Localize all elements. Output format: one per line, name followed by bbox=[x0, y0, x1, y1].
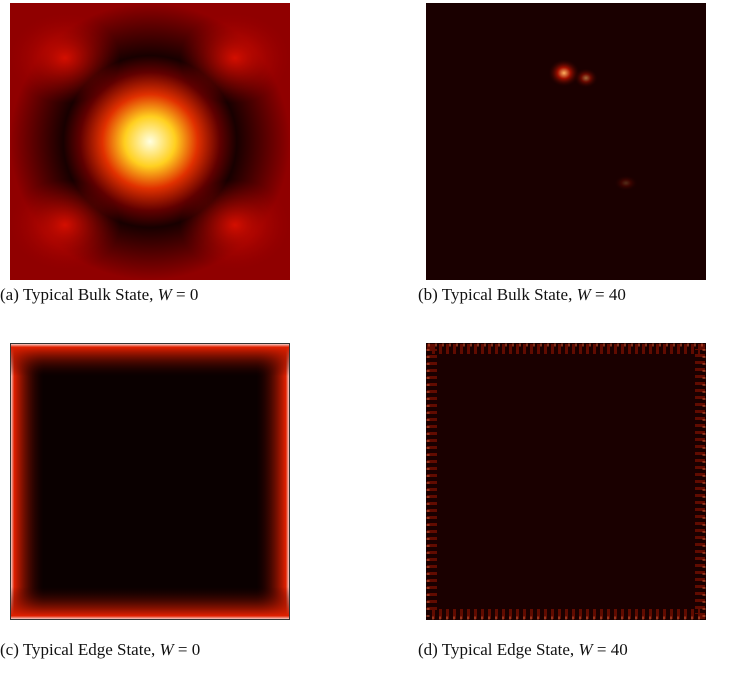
caption-label: (b) bbox=[418, 285, 438, 304]
caption-label: (a) bbox=[0, 285, 19, 304]
caption-text: Typical Bulk State, bbox=[442, 285, 573, 304]
caption: (c) Typical Edge State, W = 0 bbox=[0, 637, 288, 663]
heatmap-b bbox=[426, 3, 706, 280]
caption-value: = 40 bbox=[595, 285, 626, 304]
heatmap-a bbox=[10, 3, 290, 280]
caption: (d) Typical Edge State, W = 40 bbox=[418, 637, 706, 663]
caption-variable: W bbox=[158, 285, 172, 304]
figure-page: (a) Typical Bulk State, W = 0 (b) Typica… bbox=[0, 0, 751, 684]
caption-value: = 0 bbox=[176, 285, 198, 304]
caption-variable: W bbox=[159, 640, 173, 659]
caption-text: Typical Edge State, bbox=[442, 640, 574, 659]
caption: (b) Typical Bulk State, W = 40 bbox=[418, 282, 706, 308]
caption-text: Typical Bulk State, bbox=[23, 285, 154, 304]
caption-variable: W bbox=[578, 640, 592, 659]
caption-variable: W bbox=[577, 285, 591, 304]
caption-value: = 0 bbox=[178, 640, 200, 659]
caption-label: (d) bbox=[418, 640, 438, 659]
caption-value: = 40 bbox=[597, 640, 628, 659]
caption: (a) Typical Bulk State, W = 0 bbox=[0, 282, 288, 308]
caption-text: Typical Edge State, bbox=[23, 640, 155, 659]
caption-label: (c) bbox=[0, 640, 19, 659]
heatmap-d bbox=[426, 343, 706, 620]
heatmap-c bbox=[10, 343, 290, 620]
